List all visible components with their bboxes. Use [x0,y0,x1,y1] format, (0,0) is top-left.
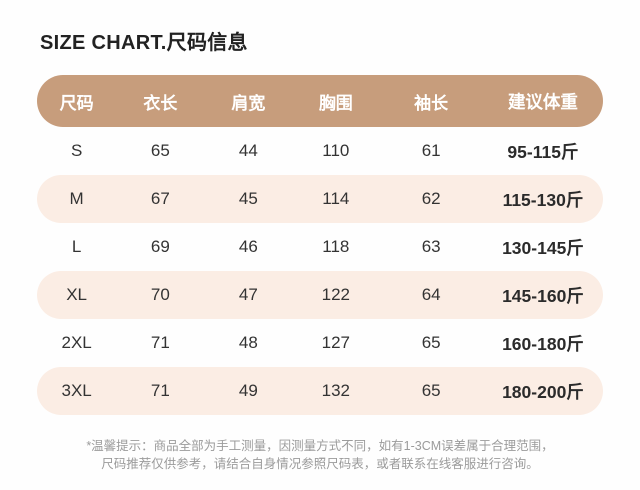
cell-weight: 115-130斤 [502,189,584,210]
footnote: *温馨提示：商品全部为手工测量，因测量方式不同，如有1-3CM误差属于合理范围，… [37,437,603,473]
cell-bust: 118 [322,237,350,256]
header-weight: 建议体重 [507,91,578,112]
size-table: 尺码 衣长 肩宽 胸围 袖长 建议体重 S 65 44 110 61 95-11… [37,75,603,415]
cell-sleeve: 65 [421,333,441,352]
cell-shoulder: 49 [238,381,258,400]
cell-sleeve: 61 [421,141,441,160]
table-header-row: 尺码 衣长 肩宽 胸围 袖长 建议体重 [37,75,603,127]
cell-length: 71 [150,333,170,352]
cell-shoulder: 46 [238,237,258,256]
footnote-line-2: 尺码推荐仅供参考，请结合自身情况参照尺码表，或者联系在线客服进行咨询。 [101,457,539,472]
table-row-l: L 69 46 118 63 130-145斤 [37,223,603,271]
cell-bust: 132 [321,381,350,400]
table-row-2xl: 2XL 71 48 127 65 160-180斤 [37,319,603,367]
cell-shoulder: 47 [238,285,258,304]
table-row-s: S 65 44 110 61 95-115斤 [37,127,603,175]
cell-shoulder: 45 [238,189,258,208]
header-length: 衣长 [143,93,178,113]
header-size: 尺码 [59,93,94,113]
table-row-xl: XL 70 47 122 64 145-160斤 [37,271,603,319]
cell-shoulder: 48 [238,333,258,352]
cell-size: 3XL [61,381,92,400]
cell-length: 67 [150,189,170,208]
cell-bust: 110 [322,141,350,160]
cell-bust: 122 [321,285,350,304]
cell-length: 69 [150,237,170,256]
cell-length: 65 [150,141,170,160]
cell-weight: 145-160斤 [502,285,584,306]
cell-bust: 114 [322,189,350,208]
cell-size: M [69,189,84,208]
cell-weight: 180-200斤 [502,381,584,402]
cell-size: L [71,237,82,256]
cell-length: 71 [150,381,170,400]
cell-length: 70 [150,285,170,304]
page-title: SIZE CHART.尺码信息 [40,32,248,54]
cell-size: XL [66,285,88,304]
cell-bust: 127 [321,333,350,352]
cell-sleeve: 62 [421,189,441,208]
header-bust: 胸围 [318,93,353,113]
cell-size: S [70,141,83,160]
cell-sleeve: 65 [421,381,441,400]
cell-size: 2XL [61,333,92,352]
table-row-3xl: 3XL 71 49 132 65 180-200斤 [37,367,603,415]
header-shoulder: 肩宽 [231,93,266,113]
footnote-line-1: *温馨提示：商品全部为手工测量，因测量方式不同，如有1-3CM误差属于合理范围， [86,439,554,453]
cell-weight: 130-145斤 [502,237,584,258]
table-row-m: M 67 45 114 62 115-130斤 [37,175,603,223]
cell-sleeve: 63 [421,237,441,256]
header-sleeve: 袖长 [414,93,449,113]
cell-shoulder: 44 [238,141,258,160]
cell-weight: 160-180斤 [502,333,584,354]
cell-weight: 95-115斤 [507,141,579,162]
cell-sleeve: 64 [421,285,441,304]
